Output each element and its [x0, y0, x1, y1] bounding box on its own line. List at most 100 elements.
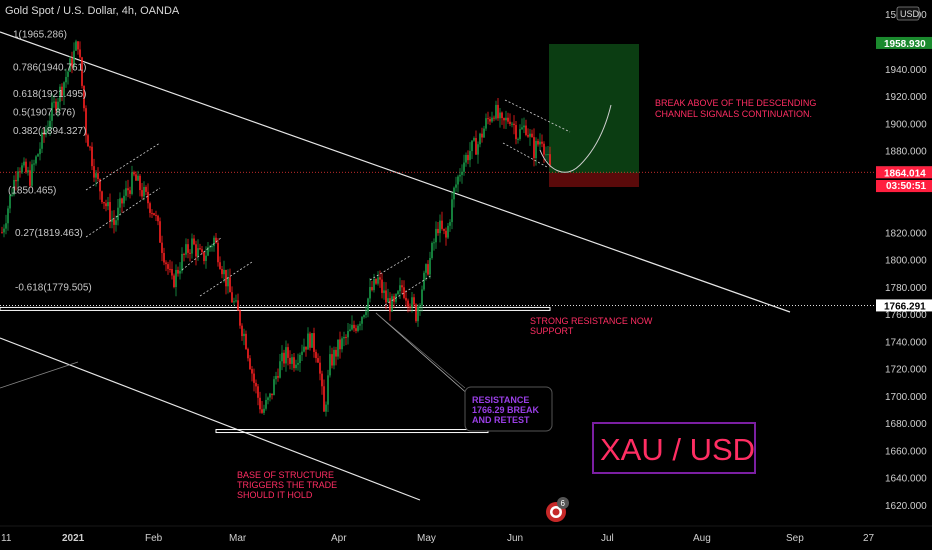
price-tag-bg: [876, 166, 932, 179]
fib-level-label: -0.618(1779.505): [15, 282, 92, 293]
candle-body: [123, 195, 125, 204]
candle-body: [409, 306, 411, 308]
candle-body: [255, 382, 257, 387]
candle-body: [195, 244, 197, 257]
candle-body: [37, 154, 39, 157]
candle-body: [295, 364, 297, 369]
candle-body: [283, 352, 285, 364]
candle-body: [491, 117, 493, 122]
candle-body: [457, 176, 459, 185]
callout-text-3: AND RETEST: [472, 415, 530, 425]
callout-box[interactable]: [464, 386, 553, 432]
candle-body: [463, 162, 465, 172]
candle-body: [227, 277, 229, 287]
candle-body: [305, 346, 307, 350]
candle-body: [141, 190, 143, 197]
candle-body: [131, 172, 133, 194]
candle-body: [257, 386, 259, 398]
candle-body: [399, 285, 401, 292]
candle-body: [163, 252, 165, 263]
candle-body: [389, 298, 391, 312]
candle-body: [251, 369, 253, 374]
candle-body: [405, 297, 407, 301]
candle-body: [385, 290, 387, 303]
candle-body: [113, 219, 115, 225]
candle-body: [337, 339, 339, 357]
candle-body: [511, 123, 513, 125]
candle-body: [27, 170, 29, 173]
candle-body: [297, 362, 299, 365]
time-axis[interactable]: 11 2021 Feb Mar Apr May Jun Jul Aug Sep 27: [0, 525, 932, 550]
price-tick: 1680.000: [885, 419, 927, 430]
candle-body: [245, 333, 247, 350]
candle-body: [59, 86, 61, 102]
stop-loss-zone[interactable]: [549, 173, 639, 187]
candle-body: [133, 172, 135, 175]
candle-body: [39, 148, 41, 155]
price-tick: 1780.000: [885, 283, 927, 294]
candle-body: [97, 173, 99, 180]
time-tick: Mar: [229, 533, 247, 544]
candle-body: [41, 132, 43, 149]
currency-label: USD: [900, 9, 920, 19]
candle-body: [421, 289, 423, 306]
resistance-level[interactable]: [0, 306, 551, 311]
candle-body: [443, 228, 445, 231]
price-tag-bg: [876, 299, 932, 312]
candle-body: [543, 143, 545, 155]
candle-body: [47, 127, 49, 130]
candle-body: [375, 278, 377, 284]
candle-body: [509, 121, 511, 125]
candle-body: [507, 117, 509, 122]
candle-body: [61, 86, 63, 96]
events-badge-icon[interactable]: 6: [546, 497, 569, 522]
candle-body: [477, 144, 479, 155]
candle-body: [453, 187, 455, 200]
candle-body: [285, 347, 287, 364]
candle-body: [307, 333, 309, 350]
candle-body: [291, 357, 293, 364]
price-tick: 1900.000: [885, 119, 927, 130]
candle-body: [349, 329, 351, 332]
symbol-box-text: XAU / USD: [600, 432, 755, 467]
candle-body: [243, 333, 245, 337]
candle-body: [383, 290, 385, 293]
candle-body: [13, 180, 15, 195]
candle-body: [173, 275, 175, 288]
currency-button[interactable]: USD: [896, 6, 920, 21]
chart-title: Gold Spot / U.S. Dollar, 4h, OANDA: [5, 5, 180, 17]
candle-body: [29, 170, 31, 186]
candle-body: [339, 339, 341, 350]
candle-body: [99, 179, 101, 192]
candle-body: [361, 317, 363, 324]
candle-body: [535, 140, 537, 159]
time-tick: Sep: [786, 533, 804, 544]
candle-body: [301, 351, 303, 355]
candle-body: [513, 123, 515, 126]
take-profit-zone[interactable]: [549, 44, 639, 173]
candle-body: [73, 50, 75, 67]
candle-body: [171, 269, 173, 276]
candle-body: [157, 215, 159, 222]
base-note-3: SHOULD IT HOLD: [237, 490, 313, 500]
descending-trendline-upper[interactable]: [0, 31, 791, 313]
price-tag-label: 1766.291: [884, 301, 926, 312]
candle-body: [529, 133, 531, 137]
candle-body: [189, 252, 191, 254]
callout-text-1: RESISTANCE: [472, 395, 529, 405]
candle-body: [503, 118, 505, 121]
candle-body: [541, 141, 543, 144]
candle-body: [331, 354, 333, 366]
price-tick: 1660.000: [885, 446, 927, 457]
price-tick: 1820.000: [885, 228, 927, 239]
candle-body: [367, 298, 369, 312]
candle-body: [117, 207, 119, 221]
price-axis[interactable]: 1500.000 1940.0001920.0001900.0001880.00…: [875, 0, 932, 525]
candle-body: [493, 117, 495, 119]
candle-body: [81, 57, 83, 86]
candle-body: [325, 404, 327, 412]
candle-body: [487, 118, 489, 120]
price-tick: 1620.000: [885, 501, 927, 512]
